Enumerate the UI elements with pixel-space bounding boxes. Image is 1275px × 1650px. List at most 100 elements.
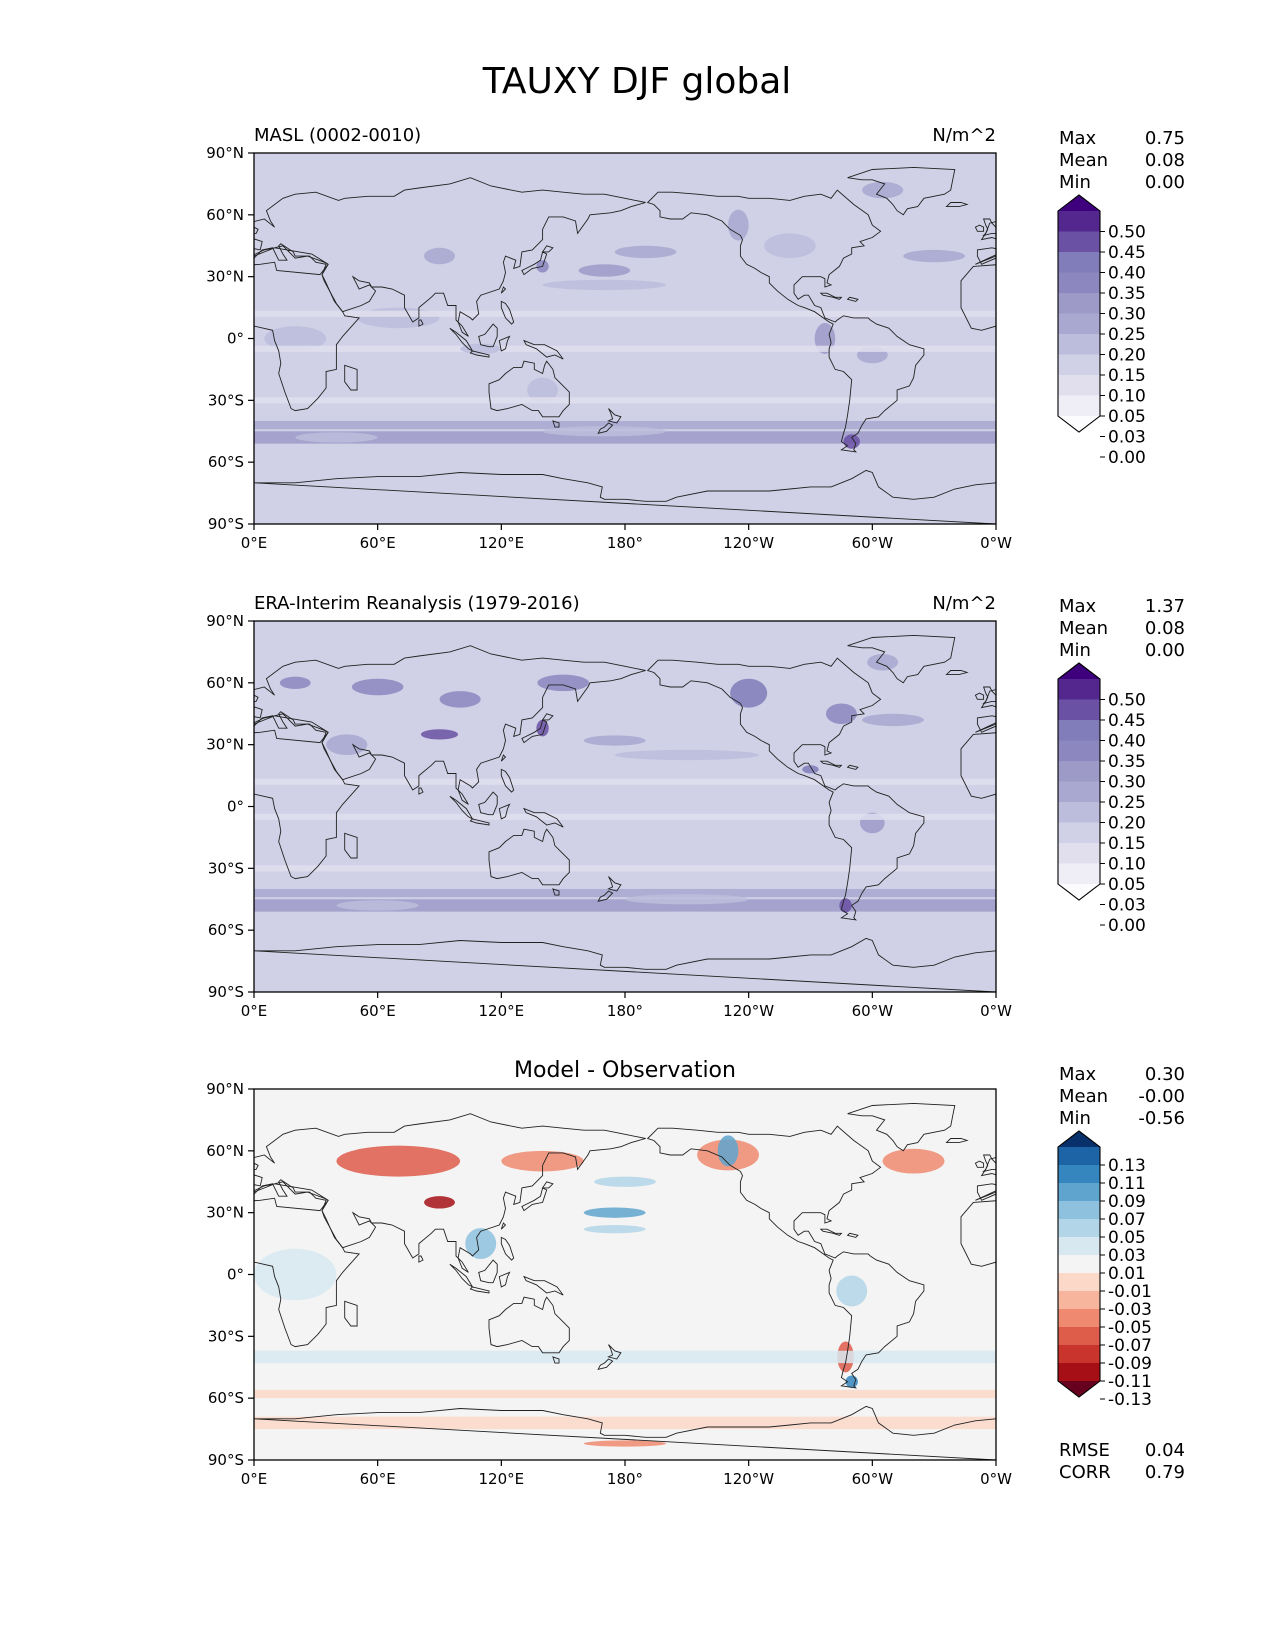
coastline	[552, 888, 560, 896]
contour-patch	[424, 1196, 455, 1209]
colorbar-tick-label: 0.05	[1108, 875, 1146, 895]
coastline	[847, 634, 956, 684]
coastline	[500, 286, 507, 294]
colorbar-tick-label: 0.45	[1108, 243, 1146, 263]
colorbar-segment	[1058, 843, 1100, 864]
colorbar-segment	[1058, 781, 1100, 803]
contour-patch	[867, 653, 899, 671]
colorbar-tick-label: 0.10	[1108, 387, 1146, 407]
colorbar-segment	[1058, 1165, 1100, 1184]
contour-band	[254, 1350, 996, 1364]
contour-patch	[614, 749, 759, 761]
stat-value: 0.00	[1145, 172, 1185, 193]
colorbar-tick-label: 0.13	[1108, 1156, 1146, 1176]
coastline	[819, 1228, 843, 1236]
coastline	[498, 1271, 511, 1288]
coastline	[469, 1286, 490, 1294]
coastline	[418, 787, 424, 795]
colorbar-tick-label: 0.40	[1108, 264, 1146, 284]
coastline	[646, 189, 925, 453]
contour-patch	[728, 209, 749, 241]
contour-patch	[717, 1135, 739, 1167]
map-diff: 0°E 60°E 120°E 180° 120°W 60°W 0°W 90°N 60°N 30°N…	[0, 1080, 1012, 1488]
coastline	[106, 765, 116, 769]
coastline	[974, 224, 985, 232]
contour-band	[254, 778, 996, 785]
panel-diff: Model - Observation 0°E 60°E 120°E 180° 120°…	[0, 1058, 1185, 1488]
colorbar-segment	[1058, 761, 1100, 782]
figure-title: TAUXY DJF global	[482, 61, 792, 102]
colorbar-segment	[1058, 1201, 1100, 1220]
contour-patch	[542, 426, 667, 437]
stat-label: RMSE	[1059, 1440, 1110, 1461]
map-obs: 0°E 60°E 120°E 180° 120°W 60°W 0°W 90°N 60°N 30°N…	[106, 612, 1012, 1020]
coastline	[500, 768, 515, 793]
colorbar-segment	[1058, 354, 1100, 376]
colorbar-segment	[1058, 740, 1100, 762]
coastline	[488, 1296, 570, 1354]
colorbar-tick-label: 0.05	[1108, 1228, 1146, 1248]
coastline	[0, 1126, 182, 1388]
map-background	[254, 153, 996, 524]
colorbar-tick-label: -0.05	[1108, 1318, 1152, 1338]
coastline	[552, 1356, 560, 1364]
stat-label: Min	[1059, 1108, 1091, 1129]
stat-label: Mean	[1059, 618, 1108, 639]
coastline	[488, 360, 570, 418]
colorbar-segment	[1058, 272, 1100, 294]
contour-patch	[862, 181, 904, 199]
coastline	[254, 226, 259, 234]
coastline	[523, 1275, 564, 1296]
y-tick-label: 90°N	[206, 1080, 244, 1098]
colorbar-tick-label: 0.15	[1108, 366, 1146, 386]
coastline	[646, 1125, 925, 1389]
contour-patch	[542, 279, 667, 291]
map-field	[254, 153, 996, 524]
contour-patch	[882, 1148, 945, 1174]
colorbar-tick-label: 0.35	[1108, 284, 1146, 304]
colorbar-tick-label: 0.45	[1108, 711, 1146, 731]
coastline	[847, 166, 956, 216]
stats-diff: Max 0.30 Mean -0.00 Min -0.56	[1059, 1064, 1185, 1129]
colorbar-tick-label: 0.15	[1108, 834, 1146, 854]
contour-patch	[625, 894, 749, 905]
x-tick-label: 60°E	[360, 1470, 396, 1488]
colorbar-segment	[1058, 1327, 1100, 1346]
stat-value: -0.56	[1138, 1108, 1185, 1129]
y-tick-label: 0°	[227, 330, 244, 348]
colorbar-segment	[1058, 863, 1100, 885]
panel-title-left: MASL (0002-0010)	[254, 125, 421, 146]
panel-obs: ERA-Interim Reanalysis (1979-2016) N/m^2…	[106, 593, 1185, 1020]
coastline	[982, 1154, 996, 1173]
coastline	[945, 1138, 969, 1144]
coastline	[541, 713, 554, 721]
colorbar-segment	[1058, 1255, 1100, 1274]
contour-patch	[764, 233, 816, 259]
y-tick-label: 60°N	[206, 1142, 244, 1160]
y-tick-label: 30°S	[208, 391, 244, 409]
contour-patch	[501, 1150, 584, 1172]
coastline	[521, 251, 548, 276]
coastline	[846, 1232, 859, 1238]
y-tick-label: 0°	[227, 798, 244, 816]
contour-patch	[254, 1248, 337, 1301]
bottom-stats-diff: RMSE 0.04 CORR 0.79	[1059, 1440, 1185, 1483]
colorbar-tick-label: 0.05	[1108, 407, 1146, 427]
colorbar-tick-label: 0.11	[1108, 1174, 1146, 1194]
coastline	[607, 408, 622, 424]
x-tick-label: 60°W	[852, 1002, 894, 1020]
colorbar-tick-label: -0.01	[1108, 1282, 1152, 1302]
colorbar-tick-label: 0.03	[1108, 1246, 1146, 1266]
y-tick-label: 60°S	[208, 1389, 244, 1407]
coastline	[478, 323, 498, 348]
colorbar-tick-label: -0.11	[1108, 1372, 1152, 1392]
colorbar-segment	[1058, 802, 1100, 823]
y-tick-label: 30°S	[208, 859, 244, 877]
coastline	[478, 791, 498, 816]
colorbar-extend-min	[1058, 884, 1100, 900]
contour-patch	[336, 1145, 461, 1177]
colorbar-tick-label: -0.07	[1108, 1336, 1152, 1356]
panel-model: MASL (0002-0010) N/m^2 0°E 60°E 120°E 180° 1…	[206, 125, 1185, 552]
coastline	[106, 1103, 213, 1150]
stat-value: 0.08	[1145, 150, 1185, 171]
